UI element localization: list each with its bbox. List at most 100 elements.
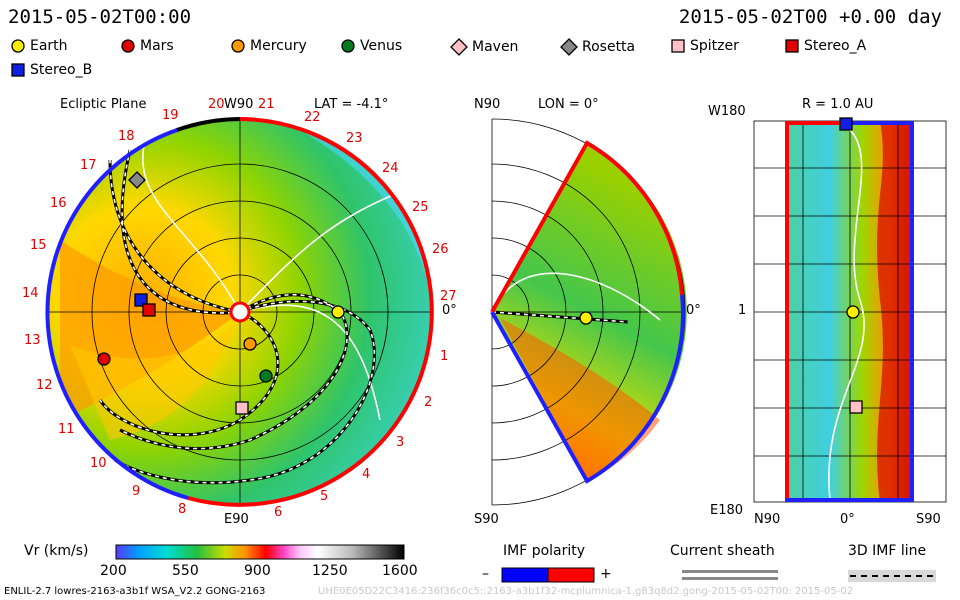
legend-item-stereo-b: Stereo_B: [10, 62, 92, 78]
legend-item-mars: Mars: [120, 38, 174, 54]
meridional-lon-label: LON = 0°: [538, 97, 599, 112]
rotation-number: 24: [382, 161, 399, 176]
rotation-number: 2: [424, 395, 433, 410]
spitzer-marker: [235, 401, 249, 415]
earth-marker-latlon: [846, 305, 860, 319]
venus-marker: [259, 369, 273, 383]
legend-item-maven: Maven: [450, 38, 518, 56]
colorbar-tick: 200: [100, 563, 127, 579]
rotation-number: 12: [36, 378, 53, 393]
ecliptic-bottom-label: E90: [224, 512, 249, 527]
rotation-number: 9: [132, 484, 141, 499]
rosetta-marker-icon: [560, 38, 578, 56]
meridional-right-label: 0°: [686, 303, 701, 318]
meridional-top-label: N90: [474, 97, 501, 112]
rotation-number: 16: [50, 196, 67, 211]
earth-marker-icon: [11, 39, 25, 53]
legend-label: Rosetta: [582, 39, 636, 55]
rotation-number: 14: [22, 286, 39, 301]
rotation-number: 5: [320, 489, 329, 504]
mars-marker: [97, 352, 111, 366]
stereo-b-marker-latlon: [839, 117, 853, 131]
stereo-b-marker-icon: [11, 63, 25, 77]
legend-item-spitzer: Spitzer: [670, 38, 739, 54]
imf-polarity-title: IMF polarity: [503, 543, 586, 559]
rotation-number: 10: [90, 456, 107, 471]
ecliptic-top-label: W90: [224, 97, 254, 112]
ecliptic-lat-label: LAT = -4.1°: [314, 97, 389, 112]
latlon-x-mid-label: 0°: [840, 512, 855, 527]
rotation-number: 25: [412, 200, 429, 215]
ecliptic-right-label: 0°: [442, 303, 457, 318]
model-info: ENLIL-2.7 lowres-2163-a3b1f WSA_V2.2 GON…: [4, 586, 266, 597]
rotation-number: 23: [346, 131, 363, 146]
rotation-number: 19: [162, 108, 179, 123]
mercury-marker: [243, 337, 257, 351]
legend-item-mercury: Mercury: [230, 38, 307, 54]
spitzer-marker-icon: [671, 39, 685, 53]
earth-marker: [331, 305, 345, 319]
meridional-bottom-label: S90: [474, 512, 499, 527]
rotation-number: 6: [274, 505, 283, 520]
rotation-number: 8: [178, 502, 187, 517]
run-watermark: UHE0E05D22C3416:236f36c0c5::2163-a3b1f32…: [318, 586, 854, 597]
rotation-number: 17: [80, 158, 97, 173]
latlon-r-label: R = 1.0 AU: [802, 97, 874, 112]
colorbar-label: Vr (km/s): [24, 543, 89, 559]
rotation-number: 21: [258, 97, 275, 112]
ecliptic-title: Ecliptic Plane: [60, 97, 147, 112]
imf-polarity-minus: –: [482, 566, 489, 582]
legend-item-rosetta: Rosetta: [560, 38, 635, 56]
legend-item-venus: Venus: [340, 38, 402, 54]
rotation-number: 15: [30, 238, 47, 253]
latlon-x-right-label: S90: [916, 512, 941, 527]
ecliptic-plot: [45, 117, 434, 507]
mercury-marker-icon: [231, 39, 245, 53]
legend-item-stereo-a: Stereo_A: [784, 38, 866, 54]
rotation-number: 18: [118, 129, 135, 144]
current-datetime: 2015-05-02T00 +0.00 day: [678, 6, 942, 28]
meridional-plot: [490, 118, 687, 506]
stereo-a-marker-icon: [785, 39, 799, 53]
stereo-a-marker: [142, 303, 156, 317]
rotation-number: 27: [440, 289, 457, 304]
current-sheath-title: Current sheath: [670, 543, 775, 559]
rotation-number: 26: [432, 242, 449, 257]
spitzer-marker-latlon: [849, 400, 863, 414]
rotation-number: 20: [208, 97, 225, 112]
rotation-number: 1: [440, 349, 449, 364]
rotation-number: 22: [304, 110, 321, 125]
colorbar-tick: 1250: [312, 563, 348, 579]
stereo-b-marker: [134, 293, 148, 307]
imf-polarity-plus: +: [600, 566, 612, 582]
legend-label: Stereo_A: [804, 38, 867, 54]
imf-line-title: 3D IMF line: [848, 543, 927, 559]
legend-item-earth: Earth: [10, 38, 68, 54]
colorbar-tick: 900: [244, 563, 271, 579]
legend-label: Spitzer: [690, 38, 739, 54]
legend-label: Earth: [30, 38, 68, 54]
rotation-number: 13: [24, 333, 41, 348]
rotation-number: 4: [362, 467, 371, 482]
maven-marker-icon: [450, 38, 468, 56]
earth-marker-meridional: [579, 311, 593, 325]
colorbar-tick: 550: [172, 563, 199, 579]
latlon-plot: [753, 117, 947, 503]
rosetta-marker: [128, 171, 146, 189]
venus-marker-icon: [341, 39, 355, 53]
legend-label: Mercury: [250, 38, 307, 54]
current-sheath-swatch: [682, 570, 778, 580]
legend-label: Stereo_B: [30, 62, 93, 78]
imf-polarity-plus-bar: [547, 567, 595, 583]
start-datetime: 2015-05-02T00:00: [8, 6, 192, 28]
legend-label: Mars: [140, 38, 174, 54]
rotation-number: 11: [58, 422, 75, 437]
colorbar: [115, 544, 405, 560]
latlon-x-left-label: N90: [754, 512, 781, 527]
colorbar-tick: 1600: [382, 563, 418, 579]
imf-polarity-minus-bar: [501, 567, 549, 583]
legend-label: Venus: [360, 38, 403, 54]
legend-label: Maven: [472, 39, 519, 55]
latlon-mid-left-label: 1: [738, 303, 747, 318]
